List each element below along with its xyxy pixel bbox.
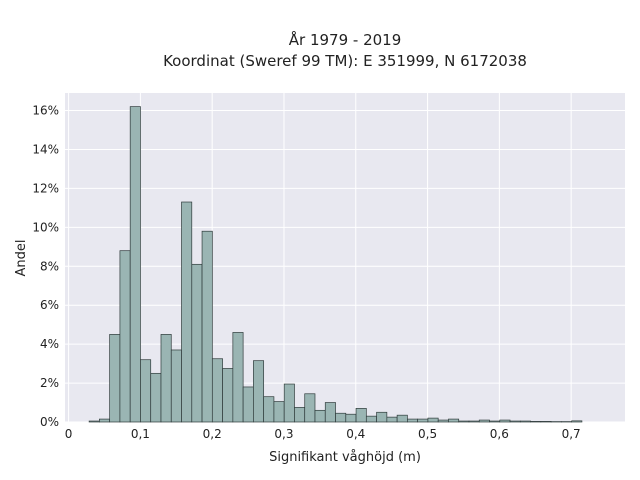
histogram-bar <box>242 386 254 423</box>
histogram-bar <box>222 368 234 423</box>
y-tick-label: 0% <box>40 415 59 429</box>
chart-subtitle: Koordinat (Sweref 99 TM): E 351999, N 61… <box>163 52 527 70</box>
histogram-bar <box>365 415 377 423</box>
histogram-bar <box>181 201 193 423</box>
histogram-bar <box>478 419 490 423</box>
y-tick-labels: 0% 2% 4% 6% 8% 10% 12% 14% 16% <box>32 104 59 429</box>
histogram-bar <box>253 360 265 423</box>
histogram-bar <box>201 230 213 423</box>
histogram-bar <box>232 332 244 423</box>
histogram-bar <box>437 419 449 423</box>
y-tick-label: 8% <box>40 259 59 273</box>
y-tick-label: 12% <box>32 181 59 195</box>
histogram-bar <box>191 263 203 423</box>
x-tick-label: 0,2 <box>203 427 222 441</box>
histogram-bar <box>294 407 306 423</box>
x-axis-label: Signifikant våghöjd (m) <box>269 450 421 465</box>
histogram-bar <box>519 420 531 423</box>
y-axis-label: Andel <box>14 240 29 277</box>
histogram-bar <box>314 409 326 423</box>
histogram-bar <box>468 420 480 423</box>
histogram-bar <box>88 420 100 423</box>
histogram-bar <box>109 334 121 423</box>
x-tick-labels: 0 0,1 0,2 0,3 0,4 0,5 0,6 0,7 <box>65 427 581 441</box>
histogram-bar <box>150 372 162 423</box>
histogram-bar <box>427 417 439 423</box>
histogram-bar <box>140 359 152 423</box>
x-tick-label: 0,5 <box>418 427 437 441</box>
histogram-bar <box>211 358 223 423</box>
plot-area <box>65 93 625 422</box>
histogram-bar <box>509 420 521 423</box>
chart-title: År 1979 - 2019 <box>289 30 402 49</box>
histogram-bar <box>407 418 419 423</box>
histogram-bar <box>355 408 367 423</box>
histogram-bars <box>88 106 583 423</box>
histogram-bar <box>499 419 511 423</box>
histogram-bar <box>345 413 357 423</box>
histogram-bar <box>273 401 285 423</box>
histogram-bar <box>489 420 501 423</box>
histogram-bar <box>530 421 542 423</box>
histogram-bar <box>335 412 347 423</box>
histogram-bar <box>458 420 470 423</box>
y-tick-label: 2% <box>40 376 59 390</box>
histogram-bar <box>324 402 336 423</box>
y-tick-label: 6% <box>40 298 59 312</box>
histogram-bar <box>376 411 388 423</box>
y-tick-label: 14% <box>32 142 59 156</box>
x-tick-label: 0 <box>65 427 73 441</box>
histogram-bar <box>571 420 583 423</box>
histogram-bar <box>448 418 460 423</box>
histogram-bar <box>99 418 111 423</box>
histogram-bar <box>119 250 131 423</box>
histogram-bar <box>304 393 316 423</box>
histogram-bar <box>160 334 172 423</box>
histogram-bar <box>170 349 182 423</box>
histogram-bar <box>540 421 552 423</box>
x-tick-label: 0,7 <box>562 427 581 441</box>
histogram-bar <box>263 396 275 423</box>
histogram-bar <box>129 106 141 423</box>
histogram-bar <box>417 418 429 423</box>
y-tick-label: 10% <box>32 220 59 234</box>
x-tick-label: 0,6 <box>490 427 509 441</box>
histogram-bar <box>283 383 295 423</box>
x-tick-label: 0,4 <box>346 427 365 441</box>
x-tick-label: 0,3 <box>274 427 293 441</box>
histogram-bar <box>396 414 408 423</box>
x-tick-label: 0,1 <box>131 427 150 441</box>
y-tick-label: 16% <box>32 104 59 118</box>
y-tick-label: 4% <box>40 337 59 351</box>
histogram-bar <box>386 416 398 423</box>
